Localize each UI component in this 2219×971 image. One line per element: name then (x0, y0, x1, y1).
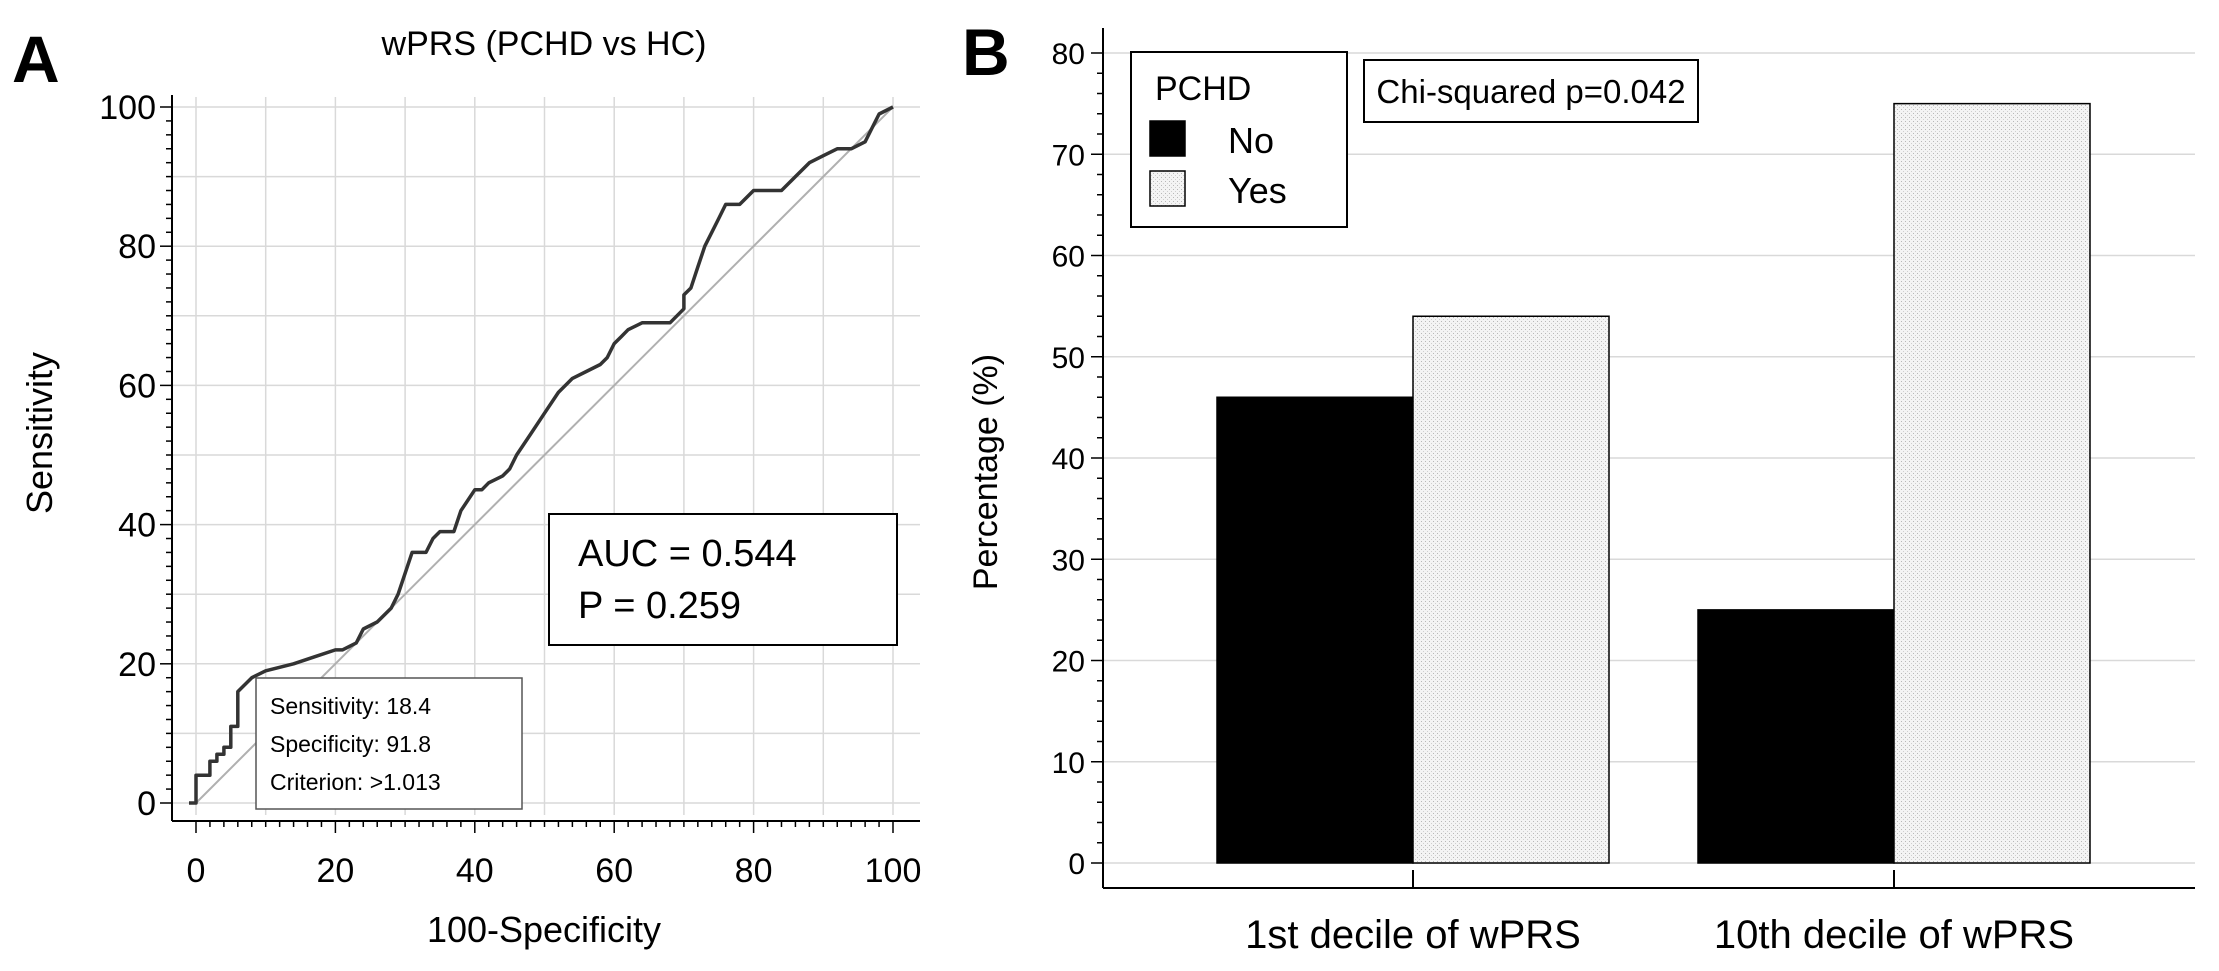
roc-x-tick-label: 0 (187, 852, 206, 890)
roc-x-tick-label: 60 (595, 852, 633, 890)
roc-curve (189, 105, 894, 805)
panel-a-roc: A wPRS (PCHD vs HC) 100-Specificity Sens… (12, 22, 921, 950)
bar-y-tick-label: 70 (1052, 139, 1085, 172)
panel-a-letter: A (12, 22, 60, 96)
bar-y-axis-label: Percentage (%) (967, 354, 1005, 590)
roc-y-tick-label: 60 (118, 367, 156, 405)
roc-x-tick-label: 20 (316, 852, 354, 890)
bar-y-tick-label: 60 (1052, 241, 1085, 274)
chi-squared-frame (1363, 59, 1699, 123)
criterion-threshold: Criterion: >1.013 (270, 769, 441, 795)
roc-ticks: 0 20 40 60 80 100 0 20 40 60 80 100 (99, 89, 921, 890)
roc-y-tick-label: 80 (118, 228, 156, 266)
bar-y-tick-label: 40 (1052, 443, 1085, 476)
auc-box-frame (548, 513, 898, 646)
roc-y-tick-label: 100 (99, 89, 156, 127)
panel-b-bar-chart: B Percentage (%) 0 10 20 30 40 50 60 70 80 1st d… (962, 15, 2195, 957)
chi-squared-text: Chi-squared p=0.042 (1376, 73, 1685, 110)
bar-y-tick-label: 30 (1052, 544, 1085, 577)
bar-yes-2 (1893, 102, 2091, 864)
roc-y-tick-label: 40 (118, 507, 156, 545)
criterion-sensitivity: Sensitivity: 18.4 (270, 693, 431, 719)
roc-y-axis-label: Sensitivity (19, 352, 60, 514)
criterion-specificity: Specificity: 91.8 (270, 731, 431, 757)
chi-squared-annotation: Chi-squared p=0.042 (1363, 59, 1699, 123)
roc-title: wPRS (PCHD vs HC) (381, 25, 707, 63)
criterion-annotation-box: Sensitivity: 18.4 Specificity: 91.8 Crit… (255, 677, 523, 810)
bar-category-label: 10th decile of wPRS (1714, 913, 2074, 957)
legend-label-no: No (1228, 120, 1274, 161)
legend-title: PCHD (1155, 70, 1251, 108)
bar-category-labels: 1st decile of wPRS 10th decile of wPRS (1245, 913, 2074, 957)
legend-label-yes: Yes (1228, 170, 1287, 211)
bar-marks (1216, 102, 2091, 864)
bar-y-tick-label: 50 (1052, 342, 1085, 375)
bar-legend: PCHD No Yes (1130, 51, 1348, 228)
auc-p-value: P = 0.259 (578, 585, 741, 627)
roc-x-tick-label: 100 (865, 852, 922, 890)
panel-b-letter: B (962, 15, 1010, 89)
bar-yes-1 (1412, 315, 1610, 864)
bar-no-2 (1697, 609, 1895, 864)
bar-y-tick-label: 20 (1052, 646, 1085, 679)
bar-ticks: 0 10 20 30 40 50 60 70 80 (1052, 38, 1895, 888)
bar-y-tick-label: 10 (1052, 747, 1085, 780)
roc-x-tick-label: 80 (735, 852, 773, 890)
criterion-box-frame (255, 677, 523, 810)
roc-x-tick-label: 40 (456, 852, 494, 890)
bar-no-1 (1216, 396, 1414, 864)
legend-swatch-no (1149, 120, 1186, 157)
roc-x-axis-label: 100-Specificity (427, 909, 661, 950)
roc-y-tick-label: 20 (118, 646, 156, 684)
auc-value: AUC = 0.544 (578, 533, 797, 575)
bar-y-tick-label: 80 (1052, 38, 1085, 71)
auc-annotation-box: AUC = 0.544 P = 0.259 (548, 513, 898, 646)
bar-y-tick-label: 0 (1068, 848, 1085, 881)
roc-y-tick-label: 0 (137, 785, 156, 823)
legend-swatch-yes (1149, 170, 1186, 207)
bar-category-label: 1st decile of wPRS (1245, 913, 1581, 957)
